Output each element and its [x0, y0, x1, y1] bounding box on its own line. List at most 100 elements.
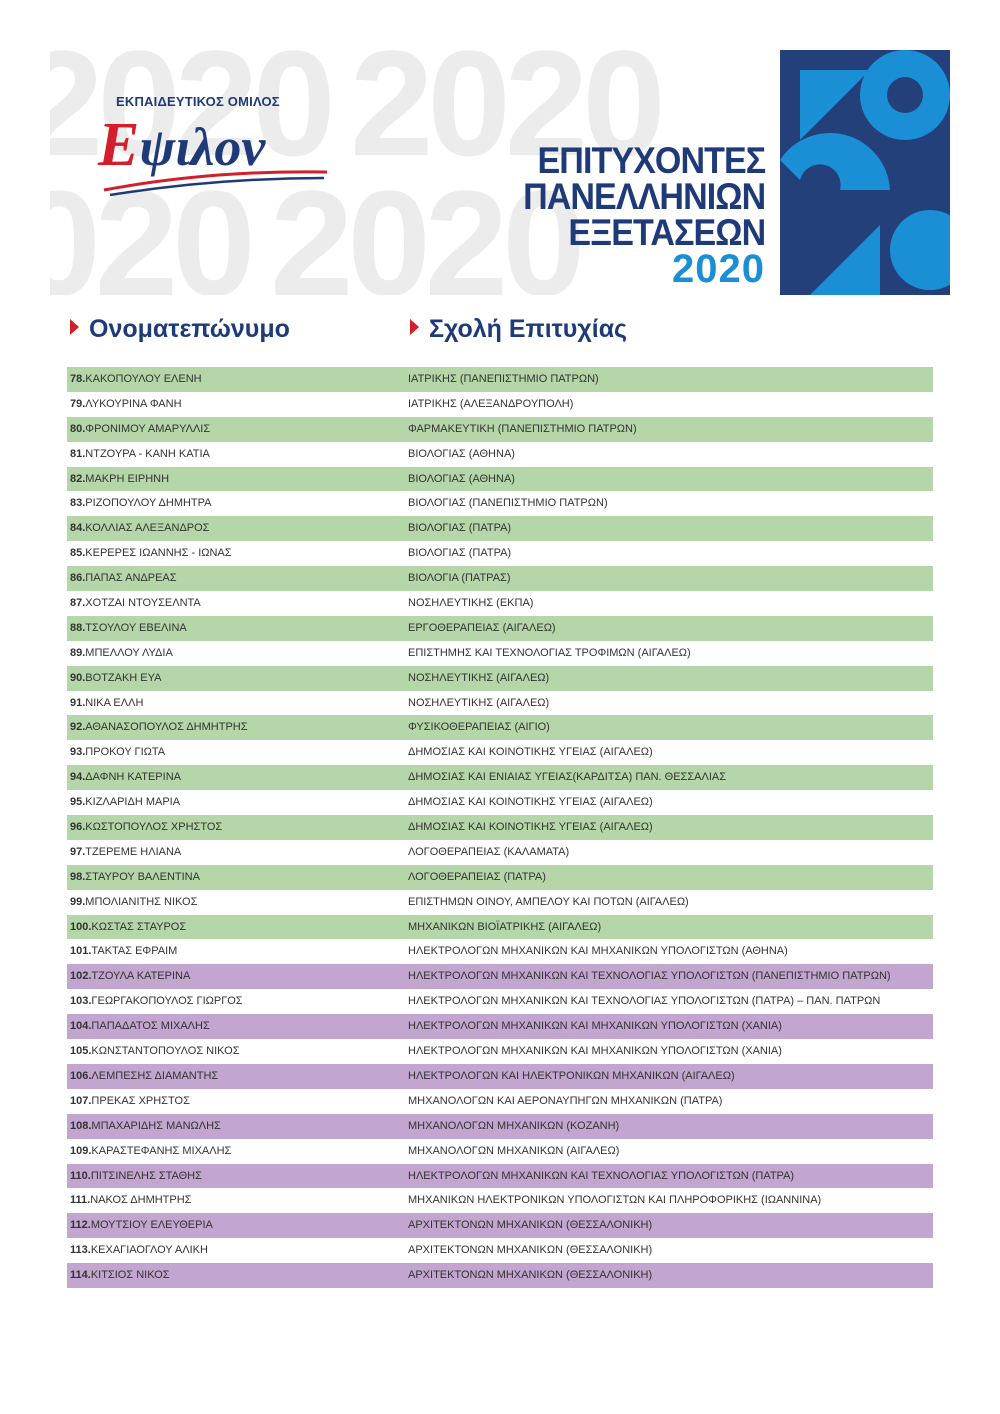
watermark: 2020: [270, 159, 586, 295]
table-row: 103.ΓΕΩΡΓΑΚΟΠΟΥΛΟΣ ΓΙΩΡΓΟΣ ΗΛΕΚΤΡΟΛΟΓΩΝ Μ…: [67, 989, 933, 1014]
name-cell: 98.ΣΤΑΥΡΟΥ ΒΑΛΕΝΤΙΝΑ: [70, 871, 200, 883]
school-cell: ΗΛΕΚΤΡΟΛΟΓΩΝ ΜΗΧΑΝΙΚΩΝ ΚΑΙ ΤΕΧΝΟΛΟΓΙΑΣ Υ…: [408, 995, 881, 1008]
row-number: 112.: [70, 1219, 91, 1232]
name-cell: 87.ΧΟΤΖΑΙ ΝΤΟΥΣΕΛΝΤΑ: [70, 597, 201, 609]
table-row: 92.ΑΘΑΝΑΣΟΠΟΥΛΟΣ ΔΗΜΗΤΡΗΣ ΦΥΣΙΚΟΘΕΡΑΠΕΙΑΣ…: [67, 715, 933, 741]
school-cell: ΜΗΧΑΝΟΛΟΓΩΝ ΚΑΙ ΑΕΡΟΝΑΥΠΗΓΩΝ ΜΗΧΑΝΙΚΩΝ (…: [408, 1094, 723, 1107]
table-row: 113.ΚΕΧΑΓΙΑΟΓΛΟΥ ΑΛΙΚΗ ΑΡΧΙΤΕΚΤΟΝΩΝ ΜΗΧΑΝ…: [67, 1238, 933, 1263]
table-row: 106.ΛΕΜΠΕΣΗΣ ΔΙΑΜΑΝΤΗΣ ΗΛΕΚΤΡΟΛΟΓΩΝ ΚΑΙ Η…: [67, 1063, 933, 1089]
table-row: 94.ΔΑΦΝΗ ΚΑΤΕΡΙΝΑ ΔΗΜΟΣΙΑΣ ΚΑΙ ΕΝΙΑΙΑΣ ΥΓ…: [67, 765, 933, 791]
table-row: 101.ΤΑΚΤΑΣ ΕΦΡΑΙΜ ΗΛΕΚΤΡΟΛΟΓΩΝ ΜΗΧΑΝΙΚΩΝ …: [67, 939, 933, 964]
student-name: ΦΡΟΝΙΜΟΥ ΑΜΑΡΥΛΛΙΣ: [85, 422, 211, 435]
table: 78.ΚΑΚΟΠΟΥΛΟΥ ΕΛΕΝΗ ΙΑΤΡΙΚΗΣ (ΠΑΝΕΠΙΣΤΗΜΙ…: [67, 367, 933, 1288]
school-cell: ΔΗΜΟΣΙΑΣ ΚΑΙ ΚΟΙΝΟΤΙΚΗΣ ΥΓΕΙΑΣ (ΑΙΓΑΛΕΩ): [408, 746, 653, 759]
watermark: 2020: [50, 50, 336, 187]
school-cell: ΝΟΣΗΛΕΥΤΙΚΗΣ (ΕΚΠΑ): [408, 597, 534, 610]
row-number: 89.: [70, 646, 86, 659]
student-name: ΚΑΚΟΠΟΥΛΟΥ ΕΛΕΝΗ: [85, 373, 202, 385]
name-cell: 114.ΚΙΤΣΙΟΣ ΝΙΚΟΣ: [70, 1269, 170, 1281]
student-name: ΜΠΕΛΛΟΥ ΛΥΔΙΑ: [85, 646, 173, 659]
row-number: 114.: [70, 1269, 91, 1282]
name-cell: 78.ΚΑΚΟΠΟΥΛΟΥ ΕΛΕΝΗ: [70, 373, 202, 385]
school-cell: ΗΛΕΚΤΡΟΛΟΓΩΝ ΜΗΧΑΝΙΚΩΝ ΚΑΙ ΜΗΧΑΝΙΚΩΝ ΥΠΟ…: [408, 1020, 782, 1033]
name-cell: 92.ΑΘΑΝΑΣΟΠΟΥΛΟΣ ΔΗΜΗΤΡΗΣ: [70, 721, 248, 733]
name-cell: 79.ΛΥΚΟΥΡΙΝΑ ΦΑΝΗ: [70, 398, 182, 410]
row-number: 92.: [70, 721, 86, 734]
school-cell: ΔΗΜΟΣΙΑΣ ΚΑΙ ΚΟΙΝΟΤΙΚΗΣ ΥΓΕΙΑΣ (ΑΙΓΑΛΕΩ): [408, 796, 653, 809]
name-cell: 103.ΓΕΩΡΓΑΚΟΠΟΥΛΟΣ ΓΙΩΡΓΟΣ: [70, 995, 243, 1007]
table-row: 79.ΛΥΚΟΥΡΙΝΑ ΦΑΝΗ ΙΑΤΡΙΚΗΣ (ΑΛΕΞΑΝΔΡΟΥΠΟΛ…: [67, 392, 933, 417]
row-number: 113.: [70, 1244, 91, 1257]
student-name: ΜΠΑΧΑΡΙΔΗΣ ΜΑΝΩΛΗΣ: [91, 1119, 221, 1132]
row-number: 87.: [70, 597, 86, 610]
title-line: ΠΑΝΕΛΛΗΝΙΩΝ: [522, 176, 766, 217]
name-cell: 112.ΜΟΥΤΣΙΟΥ ΕΛΕΥΘΕΡΙΑ: [70, 1219, 213, 1231]
name-cell: 91.ΝΙΚΑ ΕΛΛΗ: [70, 697, 143, 709]
school-cell: ΜΗΧΑΝΙΚΩΝ ΗΛΕΚΤΡΟΝΙΚΩΝ ΥΠΟΛΟΓΙΣΤΩΝ ΚΑΙ Π…: [408, 1194, 822, 1207]
title: ΕΠΙΤΥΧΟΝΤΕΣ ΠΑΝΕΛΛΗΝΙΩΝ ΕΞΕΤΑΣΕΩΝ: [522, 142, 766, 253]
name-cell: 106.ΛΕΜΠΕΣΗΣ ΔΙΑΜΑΝΤΗΣ: [70, 1070, 218, 1082]
table-row: 110.ΠΙΤΣΙΝΕΛΗΣ ΣΤΑΘΗΣ ΗΛΕΚΤΡΟΛΟΓΩΝ ΜΗΧΑΝΙ…: [67, 1163, 933, 1189]
school-cell: ΜΗΧΑΝΟΛΟΓΩΝ ΜΗΧΑΝΙΚΩΝ (ΑΙΓΑΛΕΩ): [408, 1144, 620, 1157]
title-line: ΕΞΕΤΑΣΕΩΝ: [568, 212, 766, 253]
table-row: 96.ΚΩΣΤΟΠΟΥΛΟΣ ΧΡΗΣΤΟΣ ΔΗΜΟΣΙΑΣ ΚΑΙ ΚΟΙΝΟ…: [67, 815, 933, 840]
row-number: 93.: [70, 746, 86, 759]
student-name: ΤΣΟΥΛΟΥ ΕΒΕΛΙΝΑ: [85, 621, 187, 634]
name-cell: 94.ΔΑΦΝΗ ΚΑΤΕΡΙΝΑ: [70, 771, 181, 783]
student-name: ΚΑΡΑΣΤΕΦΑΝΗΣ ΜΙΧΑΛΗΣ: [91, 1144, 232, 1157]
student-name: ΤΑΚΤΑΣ ΕΦΡΑΙΜ: [91, 945, 178, 958]
row-number: 97.: [70, 845, 86, 858]
student-name: ΧΟΤΖΑΙ ΝΤΟΥΣΕΛΝΤΑ: [85, 597, 201, 610]
table-row: 102.ΤΖΟΥΛΑ ΚΑΤΕΡΙΝΑ ΗΛΕΚΤΡΟΛΟΓΩΝ ΜΗΧΑΝΙΚΩ…: [67, 964, 933, 990]
row-number: 88.: [70, 621, 86, 634]
name-cell: 90.ΒΟΤΖΑΚΗ ΕΥΑ: [70, 672, 162, 684]
student-name: ΛΕΜΠΕΣΗΣ ΔΙΑΜΑΝΤΗΣ: [91, 1069, 219, 1082]
row-number: 78.: [70, 373, 86, 385]
name-cell: 110.ΠΙΤΣΙΝΕΛΗΣ ΣΤΑΘΗΣ: [70, 1170, 202, 1182]
name-cell: 96.ΚΩΣΤΟΠΟΥΛΟΣ ΧΡΗΣΤΟΣ: [70, 821, 222, 833]
student-name: ΚΙΖΛΑΡΙΔΗ ΜΑΡΙΑ: [85, 796, 181, 809]
row-number: 106.: [70, 1069, 92, 1082]
student-name: ΤΖΕΡΕΜΕ ΗΛΙΑΝΑ: [85, 845, 182, 858]
school-cell: ΔΗΜΟΣΙΑΣ ΚΑΙ ΚΟΙΝΟΤΙΚΗΣ ΥΓΕΙΑΣ (ΑΙΓΑΛΕΩ): [408, 821, 653, 834]
table-row: 104.ΠΑΠΑΔΑΤΟΣ ΜΙΧΑΛΗΣ ΗΛΕΚΤΡΟΛΟΓΩΝ ΜΗΧΑΝΙ…: [67, 1014, 933, 1040]
table-row: 88.ΤΣΟΥΛΟΥ ΕΒΕΛΙΝΑ ΕΡΓΟΘΕΡΑΠΕΙΑΣ (ΑΙΓΑΛΕΩ…: [67, 615, 933, 641]
table-row: 78.ΚΑΚΟΠΟΥΛΟΥ ΕΛΕΝΗ ΙΑΤΡΙΚΗΣ (ΠΑΝΕΠΙΣΤΗΜΙ…: [67, 367, 933, 392]
school-cell: ΜΗΧΑΝΙΚΩΝ ΒΙΟΪΑΤΡΙΚΗΣ (ΑΙΓΑΛΕΩ): [408, 920, 602, 933]
name-cell: 84.ΚΟΛΛΙΑΣ ΑΛΕΞΑΝΔΡΟΣ: [70, 522, 209, 534]
name-cell: 89.ΜΠΕΛΛΟΥ ΛΥΔΙΑ: [70, 647, 173, 659]
school-cell: ΦΑΡΜΑΚΕΥΤΙΚΗ (ΠΑΝΕΠΙΣΤΗΜΙΟ ΠΑΤΡΩΝ): [408, 422, 637, 435]
row-number: 85.: [70, 547, 86, 560]
student-name: ΓΕΩΡΓΑΚΟΠΟΥΛΟΣ ΓΙΩΡΓΟΣ: [91, 995, 243, 1008]
name-cell: 105.ΚΩΝΣΤΑΝΤΟΠΟΥΛΟΣ ΝΙΚΟΣ: [70, 1045, 240, 1057]
table-row: 97.ΤΖΕΡΕΜΕ ΗΛΙΑΝΑ ΛΟΓΟΘΕΡΑΠΕΙΑΣ (ΚΑΛΑΜΑΤΑ…: [67, 840, 933, 865]
table-row: 99.ΜΠΟΛΙΑΝΙΤΗΣ ΝΙΚΟΣ ΕΠΙΣΤΗΜΩΝ ΟΙΝΟΥ, ΑΜΠ…: [67, 890, 933, 915]
name-cell: 99.ΜΠΟΛΙΑΝΙΤΗΣ ΝΙΚΟΣ: [70, 896, 197, 908]
table-row: 105.ΚΩΝΣΤΑΝΤΟΠΟΥΛΟΣ ΝΙΚΟΣ ΗΛΕΚΤΡΟΛΟΓΩΝ ΜΗ…: [67, 1039, 933, 1064]
organization: ΕΚΠΑΙΔΕΥΤΙΚΟΣ ΟΜΙΛΟΣ: [116, 94, 280, 109]
name-cell: 104.ΠΑΠΑΔΑΤΟΣ ΜΙΧΑΛΗΣ: [70, 1020, 210, 1032]
table-row: 86.ΠΑΠΑΣ ΑΝΔΡΕΑΣ ΒΙΟΛΟΓΙΑ (ΠΑΤΡΑΣ): [67, 566, 933, 592]
school-cell: ΑΡΧΙΤΕΚΤΟΝΩΝ ΜΗΧΑΝΙΚΩΝ (ΘΕΣΣΑΛΟΝΙΚΗ): [408, 1219, 653, 1232]
student-name: ΚΙΤΣΙΟΣ ΝΙΚΟΣ: [90, 1269, 170, 1282]
row-number: 94.: [70, 771, 86, 784]
school-cell: ΒΙΟΛΟΓΙΑΣ (ΠΑΤΡΑ): [408, 522, 512, 535]
student-name: ΡΙΖΟΠΟΥΛΟΥ ΔΗΜΗΤΡΑ: [85, 497, 212, 510]
table-row: 87.ΧΟΤΖΑΙ ΝΤΟΥΣΕΛΝΤΑ ΝΟΣΗΛΕΥΤΙΚΗΣ (ΕΚΠΑ): [67, 591, 933, 616]
name-cell: 102.ΤΖΟΥΛΑ ΚΑΤΕΡΙΝΑ: [70, 970, 190, 982]
table-row: 98.ΣΤΑΥΡΟΥ ΒΑΛΕΝΤΙΝΑ ΛΟΓΟΘΕΡΑΠΕΙΑΣ (ΠΑΤΡΑ…: [67, 864, 933, 890]
name-cell: 97.ΤΖΕΡΕΜΕ ΗΛΙΑΝΑ: [70, 846, 181, 858]
school-cell: ΗΛΕΚΤΡΟΛΟΓΩΝ ΜΗΧΑΝΙΚΩΝ ΚΑΙ ΤΕΧΝΟΛΟΓΙΑΣ Υ…: [408, 1169, 795, 1182]
name-cell: 93.ΠΡΟΚΟΥ ΓΙΩΤΑ: [70, 746, 165, 758]
school-cell: ΗΛΕΚΤΡΟΛΟΓΩΝ ΜΗΧΑΝΙΚΩΝ ΚΑΙ ΜΗΧΑΝΙΚΩΝ ΥΠΟ…: [408, 945, 788, 958]
graphic-block: [780, 50, 950, 295]
table-row: 81.ΝΤΖΟΥΡΑ - ΚΑΝΗ ΚΑΤΙΑ ΒΙΟΛΟΓΙΑΣ (ΑΘΗΝΑ): [67, 442, 933, 467]
school-cell: ΒΙΟΛΟΓΙΑΣ (ΠΑΤΡΑ): [408, 547, 512, 560]
student-name: ΤΖΟΥΛΑ ΚΑΤΕΡΙΝΑ: [91, 970, 191, 983]
school-cell: ΔΗΜΟΣΙΑΣ ΚΑΙ ΕΝΙΑΙΑΣ ΥΓΕΙΑΣ(ΚΑΡΔΙΤΣΑ) ΠΑ…: [408, 771, 727, 784]
student-name: ΚΟΛΛΙΑΣ ΑΛΕΞΑΝΔΡΟΣ: [85, 522, 210, 535]
table-row: 80.ΦΡΟΝΙΜΟΥ ΑΜΑΡΥΛΛΙΣ ΦΑΡΜΑΚΕΥΤΙΚΗ (ΠΑΝΕΠ…: [67, 416, 933, 442]
table-row: 111.ΝΑΚΟΣ ΔΗΜΗΤΡΗΣ ΜΗΧΑΝΙΚΩΝ ΗΛΕΚΤΡΟΝΙΚΩΝ…: [67, 1188, 933, 1213]
year: 2020: [672, 247, 765, 291]
table-row: 100.ΚΩΣΤΑΣ ΣΤΑΥΡΟΣ ΜΗΧΑΝΙΚΩΝ ΒΙΟΪΑΤΡΙΚΗΣ …: [67, 914, 933, 940]
